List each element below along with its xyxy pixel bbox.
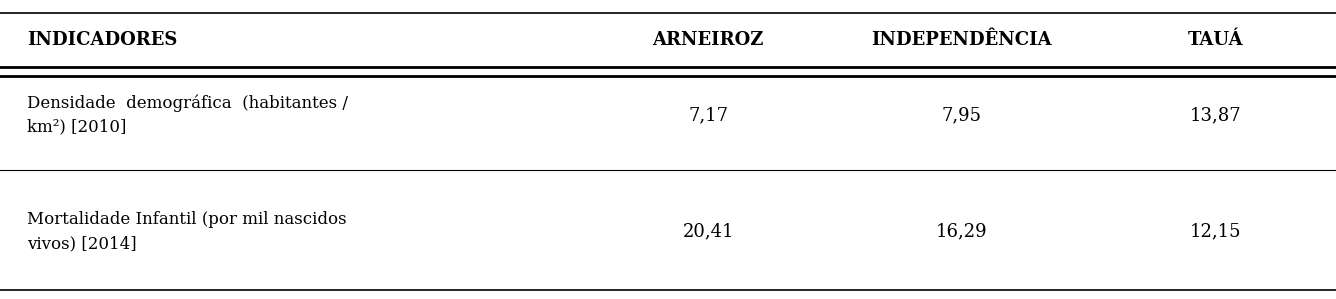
Text: 20,41: 20,41 (683, 223, 733, 241)
Text: 13,87: 13,87 (1190, 106, 1241, 124)
Text: 7,95: 7,95 (942, 106, 982, 124)
Text: 12,15: 12,15 (1190, 223, 1241, 241)
Text: Mortalidade Infantil (por mil nascidos
vivos) [2014]: Mortalidade Infantil (por mil nascidos v… (27, 211, 346, 252)
Text: ARNEIROZ: ARNEIROZ (652, 31, 764, 49)
Text: INDEPENDÊNCIA: INDEPENDÊNCIA (871, 31, 1053, 49)
Text: 16,29: 16,29 (937, 223, 987, 241)
Text: TAUÁ: TAUÁ (1188, 31, 1244, 49)
Text: Densidade  demográfica  (habitantes /
km²) [2010]: Densidade demográfica (habitantes / km²)… (27, 94, 347, 136)
Text: INDICADORES: INDICADORES (27, 31, 178, 49)
Text: 7,17: 7,17 (688, 106, 728, 124)
